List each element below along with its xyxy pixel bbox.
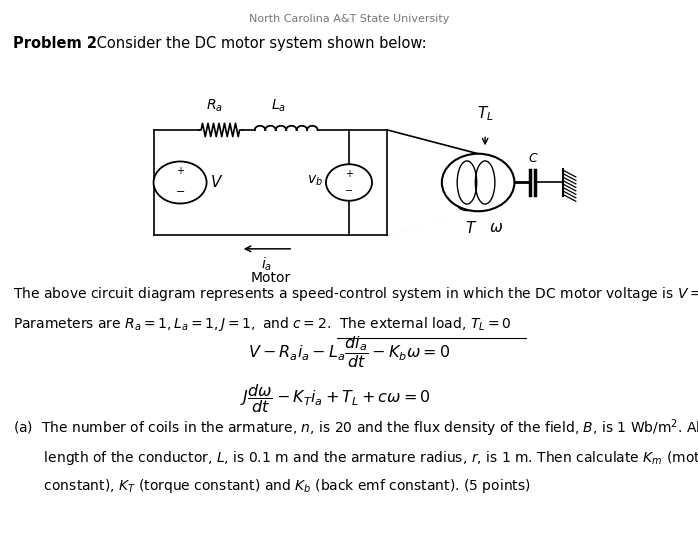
Circle shape	[154, 161, 207, 204]
Text: North Carolina A&T State University: North Carolina A&T State University	[248, 14, 450, 24]
Text: $i_a$: $i_a$	[261, 255, 273, 273]
Circle shape	[442, 154, 514, 211]
Text: (a)  The number of coils in the armature, $n$, is 20 and the flux density of the: (a) The number of coils in the armature,…	[13, 418, 698, 494]
Text: −: −	[175, 187, 185, 197]
Text: −: −	[345, 186, 353, 196]
Text: $C$: $C$	[528, 152, 539, 165]
Text: +: +	[176, 166, 184, 176]
Text: Parameters are $R_a = 1, L_a = 1, J = 1,$ and $c = 2$.  The external load, $T_L : Parameters are $R_a = 1, L_a = 1, J = 1,…	[13, 315, 511, 333]
Text: $V$: $V$	[210, 175, 223, 190]
Text: $L_a$: $L_a$	[271, 98, 286, 114]
Text: Motor: Motor	[251, 271, 290, 285]
Text: $R_a$: $R_a$	[206, 98, 223, 114]
Text: $V - R_a i_a - L_a \dfrac{di_a}{dt} - K_b\omega = 0$: $V - R_a i_a - L_a \dfrac{di_a}{dt} - K_…	[248, 335, 450, 371]
Text: Consider the DC motor system shown below:: Consider the DC motor system shown below…	[92, 36, 426, 51]
Text: $v_b$: $v_b$	[306, 174, 322, 188]
Text: +: +	[345, 169, 353, 179]
Text: Problem 2: Problem 2	[13, 36, 96, 51]
Circle shape	[326, 164, 372, 201]
Text: $T$: $T$	[465, 220, 477, 236]
Text: $T_L$: $T_L$	[477, 105, 493, 123]
Text: $\omega$: $\omega$	[489, 220, 503, 234]
Text: The above circuit diagram represents a speed-control system in which the DC moto: The above circuit diagram represents a s…	[13, 285, 698, 303]
Text: $J\dfrac{d\omega}{dt} - K_T i_a + T_L + c\omega = 0$: $J\dfrac{d\omega}{dt} - K_T i_a + T_L + …	[239, 382, 431, 415]
